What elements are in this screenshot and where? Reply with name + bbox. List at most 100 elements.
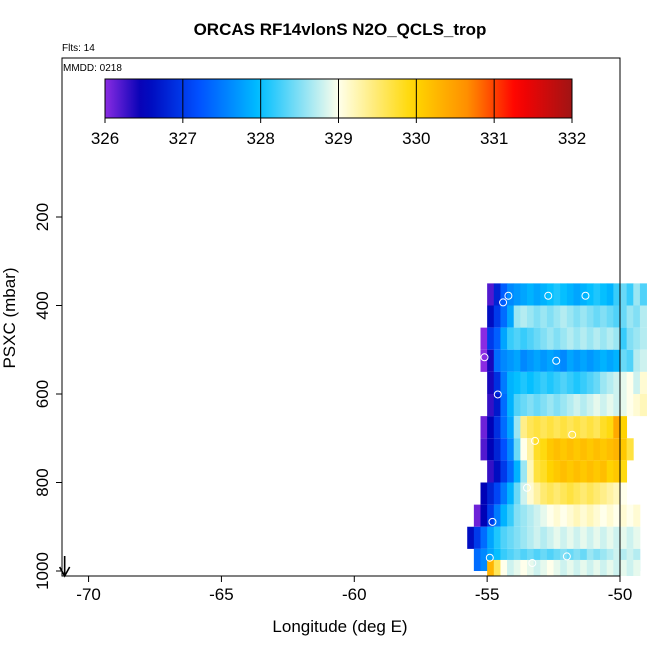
heatmap-cell [500,394,508,417]
heatmap-cell [606,460,614,483]
heatmap-cell [540,327,548,350]
heatmap-cell [560,327,568,350]
observation-point [493,390,502,399]
heatmap-cell [546,559,554,576]
heatmap-cell [586,327,594,350]
plot-frame [61,57,621,577]
heatmap-cell [513,504,521,527]
y-axis-label: PSXC (mbar) [0,267,19,368]
heatmap-cell [520,394,528,417]
heatmap-cell [540,438,548,461]
heatmap-cell [527,416,535,439]
heatmap-cell [546,482,554,505]
heatmap-cell [507,438,515,461]
heatmap-cell [546,504,554,527]
heatmap-cell [606,371,614,395]
heatmap-cell [600,327,608,350]
heatmap-cell [580,559,588,576]
heatmap-cell [560,305,568,328]
heatmap-cell [493,559,501,576]
heatmap-cell [480,327,488,350]
heatmap-cell [580,460,588,483]
heatmap-cell [580,283,588,306]
heatmap-cell [546,371,554,395]
heatmap-cell [527,504,535,527]
heatmap-cell [626,559,634,576]
heatmap-cell [600,438,608,461]
heatmap-cell [533,504,541,527]
heatmap-cell [487,394,495,417]
heatmap-cell [639,349,647,372]
heatmap-cell [620,460,628,483]
heatmap-cell [487,460,495,483]
heatmap-cell [473,548,481,572]
heatmap-cell [620,416,628,439]
heatmap-cell [520,504,528,527]
heatmap-cell [493,438,501,461]
y-tick-label: 800 [33,468,52,496]
heatmap-cell [540,460,548,483]
heatmap-cell [580,438,588,461]
heatmap-cell [540,283,548,306]
heatmap-cell [626,305,634,328]
heatmap-cell [520,482,528,505]
heatmap-cell [639,327,647,350]
heatmap-cell [500,305,508,328]
heatmap-cell [620,327,628,350]
heatmap-cell [493,416,501,439]
heatmap-cell [553,371,561,395]
heatmap-cell [533,482,541,505]
heatmap-cell [580,349,588,372]
heatmap-cell [626,504,634,527]
heatmap-cell [606,526,614,549]
observation-point [530,436,539,445]
heatmap-cell [560,371,568,395]
heatmap-cell [633,371,641,395]
heatmap-cell [613,327,621,350]
heatmap-cell [593,504,601,527]
heatmap-cell [566,283,574,306]
heatmap-cell [520,559,528,576]
heatmap-cell [586,482,594,505]
heatmap-cell [593,349,601,372]
heatmap-cell [633,394,641,417]
heatmap-cell [513,559,521,576]
heatmap-cell [633,283,641,306]
heatmap-cell [507,371,515,395]
y-tick-label: 600 [33,380,52,408]
heatmap-cell [513,327,521,350]
heatmap-cell [600,460,608,483]
heatmap-cell [593,283,601,306]
observation-point [581,291,590,300]
heatmap-cell [606,504,614,527]
heatmap-cell [586,349,594,372]
heatmap-cell [493,460,501,483]
heatmap-cell [527,349,535,372]
heatmap-cell [633,349,641,372]
heatmap-cell [527,482,535,505]
heatmap-cell [546,327,554,350]
x-axis-label: Longitude (deg E) [272,617,407,636]
colorbar-border [104,78,573,119]
heatmap-cell [500,327,508,350]
heatmap-cell [527,438,535,461]
heatmap-cell [500,526,508,549]
heatmap-cell [493,371,501,395]
heatmap-cell [633,305,641,328]
heatmap-cell [613,526,621,549]
heatmap-cell [600,283,608,306]
heatmap-cell [613,283,621,306]
chart-title: ORCAS RF14vlonS N2O_QCLS_trop [194,20,487,39]
heatmap-cell [613,504,621,527]
heatmap-cell [553,438,561,461]
heatmap-cell [513,482,521,505]
heatmap-cell [580,371,588,395]
heatmap-cell [540,305,548,328]
heatmap-cell [493,283,501,306]
heatmap-cell [620,371,628,395]
heatmap-cell [487,283,495,306]
heatmap-cell [553,482,561,505]
heatmap-cell [593,327,601,350]
heatmap-cell [566,460,574,483]
heatmap-cell [553,504,561,527]
